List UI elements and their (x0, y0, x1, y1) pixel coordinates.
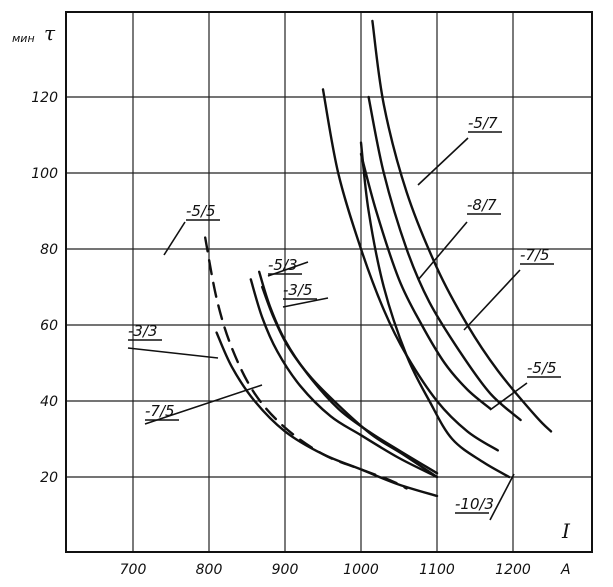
curve-label: -5/7 (468, 114, 498, 132)
curve-label: -3/3 (128, 322, 158, 340)
curves (204, 19, 553, 498)
series-line (321, 88, 499, 452)
leader-lines (127, 131, 561, 521)
leader-line (144, 384, 263, 425)
x-tick-label: 1100 (419, 562, 455, 578)
x-unit-label: A (560, 562, 571, 578)
y-tick-label: 40 (40, 394, 58, 410)
curve-label: -10/3 (455, 495, 494, 513)
y-tick-label: 120 (31, 90, 58, 106)
y-axis-label: τ (44, 21, 56, 45)
x-tick-label: 900 (272, 562, 299, 578)
y-tick-labels: 20 40 60 80 100 120 (31, 90, 58, 486)
series-line (359, 152, 492, 410)
series-line (359, 141, 511, 479)
series-line (371, 19, 553, 433)
leader-line (463, 269, 521, 331)
x-tick-labels: 700 800 900 1000 1100 1200 (120, 562, 531, 578)
series-line (249, 278, 439, 479)
curve-label: -8/7 (467, 196, 497, 214)
y-tick-label: 100 (31, 166, 58, 182)
x-tick-label: 800 (196, 562, 223, 578)
curve-label: -5/5 (527, 359, 557, 377)
series-line (261, 285, 439, 479)
grid (66, 12, 592, 552)
plot-frame (65, 11, 593, 553)
x-tick-label: 1200 (495, 562, 531, 578)
x-tick-label: 700 (120, 562, 147, 578)
leader-line (489, 382, 528, 411)
x-axis-label: I (561, 519, 571, 543)
curve-labels: -5/5 -3/3 -7/5 -5/3 -3/5 -10/3 -5/7 -8/7 -7/5 -5/… (128, 114, 557, 513)
leader-line (127, 347, 219, 359)
leader-line (163, 221, 186, 256)
x-tick-label: 1000 (343, 562, 379, 578)
series-line (215, 331, 439, 498)
curve-label: -5/3 (268, 256, 298, 274)
y-tick-label: 20 (40, 470, 58, 486)
y-tick-label: 60 (40, 318, 58, 334)
y-tick-label: 80 (40, 242, 58, 258)
curve-label: -3/5 (283, 281, 313, 299)
leader-line (417, 137, 469, 186)
curve-label: -7/5 (520, 246, 550, 264)
curve-label: -7/5 (145, 402, 175, 420)
curve-label: -5/5 (186, 202, 216, 220)
y-unit-label: мин (12, 32, 35, 45)
leader-line (417, 221, 468, 281)
leader-line (489, 473, 515, 521)
series-line (367, 95, 522, 422)
leader-line (282, 297, 329, 308)
